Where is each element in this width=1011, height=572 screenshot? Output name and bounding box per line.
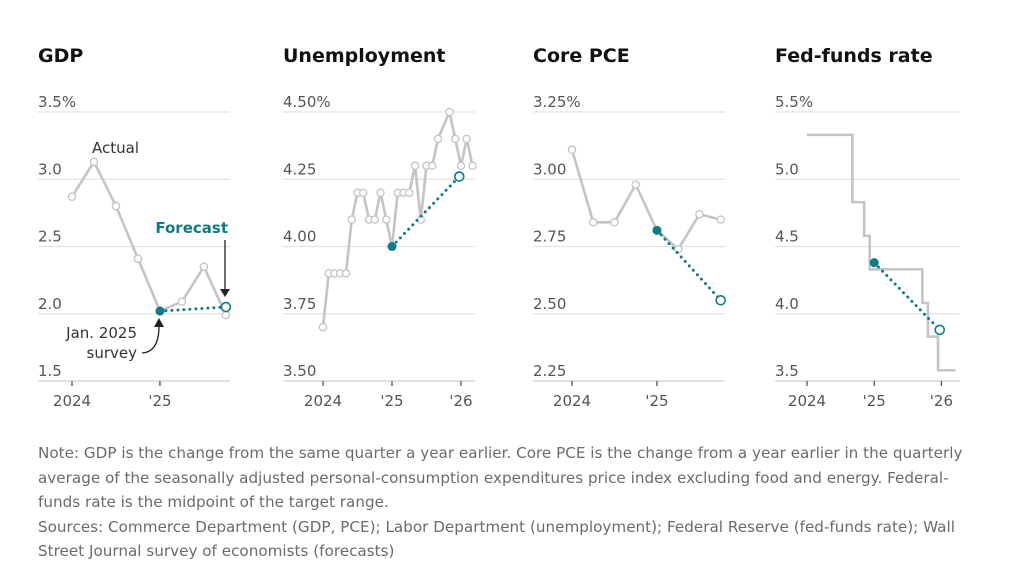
x-tick-label: 2024 bbox=[553, 392, 591, 410]
forecast-line bbox=[390, 175, 461, 248]
survey-arrow bbox=[141, 325, 160, 354]
x-tick-label: 2024 bbox=[53, 392, 91, 410]
survey-annotation-line2: survey bbox=[87, 344, 138, 362]
actual-point bbox=[433, 134, 443, 144]
actual-point bbox=[404, 188, 414, 197]
y-tick-label: 3.00 bbox=[533, 160, 566, 178]
forecast-line bbox=[872, 261, 942, 332]
actual-point bbox=[450, 134, 460, 144]
y-tick-label: 3.5 bbox=[775, 362, 799, 380]
x-tick-label: '25 bbox=[148, 392, 171, 410]
y-tick-label: 3.5% bbox=[38, 93, 76, 111]
x-tick-label: 2024 bbox=[304, 392, 342, 410]
actual-point bbox=[631, 180, 640, 189]
actual-point bbox=[427, 161, 437, 171]
charts-svg: GDP 3.5% 3.0 2.5 2.0 1.5 2024 '25 Actual Forecast… bbox=[38, 45, 960, 410]
y-tick-label: 3.25% bbox=[533, 93, 581, 111]
actual-point bbox=[199, 262, 209, 271]
chart-title: Unemployment bbox=[283, 45, 445, 67]
actual-point bbox=[468, 161, 477, 171]
panel-core-pce: Core PCE 3.25% 3.00 2.75 2.50 2.25 2024 '25 bbox=[533, 45, 726, 410]
y-tick-label: 4.5 bbox=[775, 228, 799, 246]
actual-point bbox=[89, 157, 99, 167]
actual-line bbox=[321, 107, 474, 328]
y-tick-label: 4.50% bbox=[283, 93, 331, 111]
actual-point bbox=[567, 145, 577, 154]
forecast-point bbox=[715, 294, 726, 306]
actual-point bbox=[370, 215, 379, 224]
survey-point bbox=[387, 242, 397, 251]
forecast-point bbox=[453, 171, 465, 182]
actual-point bbox=[716, 215, 725, 224]
actual-point bbox=[133, 254, 143, 263]
x-tick-label: '25 bbox=[645, 392, 668, 410]
chart-title: Fed-funds rate bbox=[775, 45, 933, 67]
y-tick-label: 2.0 bbox=[38, 295, 62, 313]
y-tick-label: 4.0 bbox=[775, 295, 799, 313]
actual-line bbox=[807, 133, 956, 372]
y-tick-label: 4.25 bbox=[283, 160, 316, 178]
x-tick-label: '25 bbox=[380, 392, 403, 410]
y-tick-label: 1.5 bbox=[38, 362, 62, 380]
forecast-line bbox=[655, 228, 723, 302]
actual-point bbox=[221, 310, 231, 320]
actual-annotation: Actual bbox=[92, 139, 139, 157]
actual-line bbox=[570, 149, 721, 252]
x-tick-label: '26 bbox=[449, 392, 472, 410]
actual-point bbox=[695, 209, 704, 219]
x-tick-label: '25 bbox=[863, 392, 886, 410]
y-tick-label: 3.75 bbox=[283, 295, 316, 313]
panel-unemployment: Unemployment 4.50% 4.25 4.00 3.75 3.50 2024 '25… bbox=[283, 45, 477, 410]
forecast-point bbox=[934, 324, 946, 336]
survey-point bbox=[869, 258, 879, 268]
y-tick-label: 5.5% bbox=[775, 93, 813, 111]
y-tick-label: 4.00 bbox=[283, 228, 316, 246]
notes: Note: GDP is the change from the same qu… bbox=[38, 441, 978, 564]
actual-line bbox=[70, 159, 228, 316]
actual-point bbox=[610, 218, 619, 227]
y-tick-label: 2.25 bbox=[533, 362, 566, 380]
actual-point bbox=[381, 215, 391, 224]
forecast-line bbox=[158, 305, 228, 313]
actual-point bbox=[456, 161, 466, 171]
survey-arrowhead bbox=[154, 318, 164, 327]
y-tick-label: 3.50 bbox=[283, 362, 316, 380]
actual-point bbox=[588, 218, 598, 227]
forecast-point bbox=[220, 301, 232, 313]
actual-point bbox=[445, 107, 454, 117]
chart-title: GDP bbox=[38, 45, 83, 67]
forecast-annotation: Forecast bbox=[155, 219, 228, 237]
survey-point bbox=[652, 225, 662, 235]
note-text: Note: GDP is the change from the same qu… bbox=[38, 444, 963, 511]
actual-point bbox=[67, 192, 77, 201]
actual-point bbox=[341, 269, 351, 278]
actual-point bbox=[177, 297, 187, 306]
actual-point bbox=[462, 134, 471, 144]
x-tick-label: 2024 bbox=[788, 392, 826, 410]
y-tick-label: 3.0 bbox=[38, 160, 62, 178]
panel-gdp: GDP 3.5% 3.0 2.5 2.0 1.5 2024 '25 Actual Forecast… bbox=[38, 45, 232, 410]
actual-point bbox=[376, 188, 385, 197]
actual-point bbox=[111, 201, 121, 211]
actual-point bbox=[318, 322, 328, 332]
y-tick-label: 5.0 bbox=[775, 160, 799, 178]
x-tick-label: '26 bbox=[930, 392, 953, 410]
survey-annotation-line1: Jan. 2025 bbox=[65, 324, 137, 342]
panel-fed-funds-rate: Fed-funds rate 5.5% 5.0 4.5 4.0 3.5 2024 '25 '26 bbox=[775, 45, 960, 410]
y-tick-label: 2.75 bbox=[533, 228, 566, 246]
actual-point bbox=[347, 215, 356, 224]
actual-point bbox=[410, 161, 420, 171]
forecast-arrowhead bbox=[220, 289, 230, 297]
actual-point bbox=[358, 188, 368, 197]
sources-text: Sources: Commerce Department (GDP, PCE);… bbox=[38, 517, 955, 561]
survey-point bbox=[155, 306, 165, 316]
y-tick-label: 2.50 bbox=[533, 295, 566, 313]
y-tick-label: 2.5 bbox=[38, 228, 62, 246]
chart-title: Core PCE bbox=[533, 45, 630, 67]
